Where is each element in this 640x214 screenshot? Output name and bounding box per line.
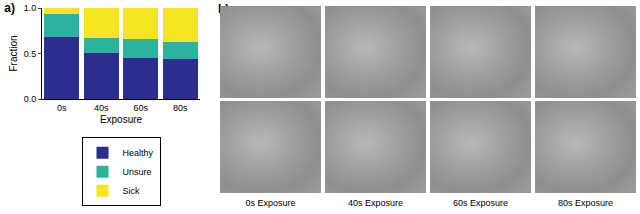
html-text:60s Exposure: 60s Exposure xyxy=(453,198,508,208)
html-text:40s Exposure: 40s Exposure xyxy=(348,198,403,208)
svg-text:1.0: 1.0 xyxy=(24,3,37,13)
svg-text:a): a) xyxy=(4,1,15,15)
svg-text:Healthy: Healthy xyxy=(123,148,154,158)
html-text:80s Exposure: 80s Exposure xyxy=(558,198,613,208)
svg-text:0.5: 0.5 xyxy=(24,49,37,59)
html-text:0s Exposure: 0s Exposure xyxy=(245,198,296,208)
svg-text:40s: 40s xyxy=(94,103,109,113)
html-text:b): b) xyxy=(218,2,230,16)
svg-text:Sick: Sick xyxy=(123,186,141,196)
svg-text:0.0: 0.0 xyxy=(24,94,37,104)
svg-text:Unsure: Unsure xyxy=(123,167,152,177)
svg-text:80s: 80s xyxy=(173,103,188,113)
svg-text:Fraction: Fraction xyxy=(8,35,19,71)
svg-text:0s: 0s xyxy=(57,103,67,113)
svg-text:60s: 60s xyxy=(133,103,148,113)
svg-text:Exposure: Exposure xyxy=(100,114,143,125)
